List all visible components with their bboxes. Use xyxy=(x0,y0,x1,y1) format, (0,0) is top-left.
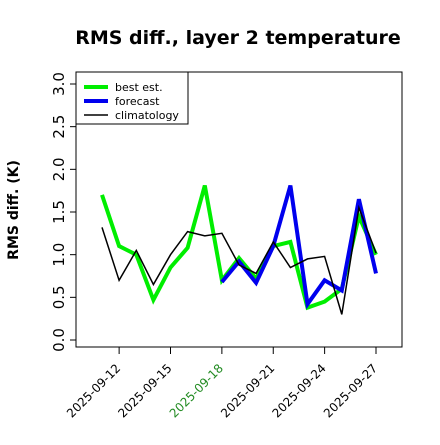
plot-frame xyxy=(75,71,403,348)
series-line-best-est xyxy=(100,184,378,311)
x-tick-label: 2025-09-24 xyxy=(270,361,329,420)
legend: best est. forecast climatology xyxy=(75,71,189,125)
legend-label-best-est: best est. xyxy=(115,81,163,94)
series-line-climatology xyxy=(101,204,377,315)
y-axis-label: RMS diff. (K) xyxy=(6,160,22,260)
x-tick-label: 2025-09-18 xyxy=(167,361,226,420)
legend-label-climatology: climatology xyxy=(115,109,179,122)
y-tick-label: 0.5 xyxy=(50,285,68,309)
legend-label-forecast: forecast xyxy=(115,95,160,108)
y-tick-label: 1.0 xyxy=(50,243,68,267)
x-tick-label: 2025-09-12 xyxy=(64,361,123,420)
y-tick-label: 1.5 xyxy=(50,200,68,224)
x-tick-label: 2025-09-27 xyxy=(321,361,380,420)
y-tick-label: 0.0 xyxy=(50,328,68,352)
series-layer xyxy=(100,184,378,315)
y-tick-label: 2.0 xyxy=(50,157,68,181)
x-tick-label: 2025-09-21 xyxy=(218,361,277,420)
y-tick-label: 3.0 xyxy=(50,72,68,96)
x-tick-label: 2025-09-15 xyxy=(115,361,174,420)
y-tick-label: 2.5 xyxy=(50,115,68,139)
chart-title: RMS diff., layer 2 temperature xyxy=(75,27,401,49)
series-line-forecast xyxy=(220,184,378,310)
